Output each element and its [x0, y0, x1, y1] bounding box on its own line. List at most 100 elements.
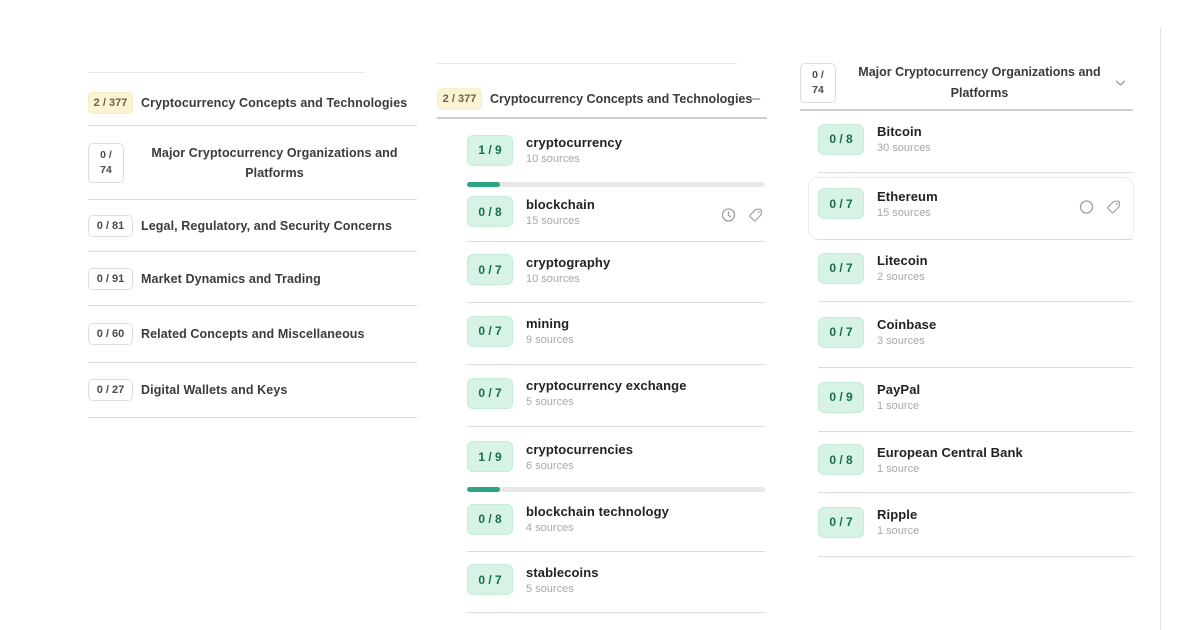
topic-sources: 1 source: [877, 400, 920, 412]
topic-row-content: 0 / 7 Coinbase 3 sources: [800, 302, 1133, 362]
category-label: Major Cryptocurrency Organizations and P…: [151, 145, 398, 180]
panel-header-major-orgs[interactable]: 0 / 74 Major Cryptocurrency Organization…: [800, 56, 1133, 111]
panel-title: Cryptocurrency Concepts and Technologies: [490, 91, 753, 106]
category-row-legal-security[interactable]: 0 / 81 Legal, Regulatory, and Security C…: [88, 200, 417, 252]
topic-row-cryptocurrency-exchange[interactable]: 0 / 7 cryptocurrency exchange 5 sources: [437, 365, 767, 427]
topic-row-content: 0 / 8 Bitcoin 30 sources: [800, 111, 1133, 167]
divider: [818, 239, 1133, 240]
topic-sources: 3 sources: [877, 335, 925, 347]
count-denominator: 74: [100, 163, 112, 176]
count-badge: 0 / 7: [467, 315, 513, 347]
topic-row-cryptography[interactable]: 0 / 7 cryptography 10 sources: [437, 242, 767, 303]
topic-text: Coinbase 3 sources: [877, 317, 936, 347]
count-badge: 0 / 7: [467, 254, 513, 285]
progress-bar-fill: [467, 182, 500, 187]
count-badge: 2 / 377: [437, 87, 482, 110]
topic-sources: 9 sources: [526, 334, 574, 346]
topic-title: cryptocurrency exchange: [526, 378, 687, 393]
topic-row-mining[interactable]: 0 / 7 mining 9 sources: [437, 303, 767, 365]
count-badge: 0 / 60: [88, 323, 133, 345]
divider: [437, 63, 737, 64]
count-badge: 0 / 8: [818, 444, 864, 475]
topic-row-content: 0 / 7 Ethereum 15 sources: [800, 173, 1133, 234]
divider: [467, 551, 765, 552]
topic-row-stablecoins[interactable]: 0 / 7 stablecoins 5 sources: [437, 552, 767, 613]
topic-row-ripple[interactable]: 0 / 7 Ripple 1 source: [800, 493, 1133, 557]
topic-text: cryptocurrency exchange 5 sources: [526, 378, 687, 408]
topic-sources: 30 sources: [877, 142, 931, 154]
count-badge: 0 / 74: [800, 62, 836, 103]
topic-row-content: 0 / 7 mining 9 sources: [437, 303, 767, 359]
divider: [818, 431, 1133, 432]
topic-text: Ripple 1 source: [877, 507, 919, 537]
panel-right-border: [1160, 28, 1161, 630]
clock-icon[interactable]: [721, 207, 736, 222]
topic-row-ethereum[interactable]: 0 / 7 Ethereum 15 sources: [800, 173, 1134, 240]
progress-bar-fill: [467, 487, 500, 492]
count-badge: 0 / 7: [818, 188, 864, 219]
panel-header-crypto-concepts[interactable]: 2 / 377 Cryptocurrency Concepts and Tech…: [437, 80, 767, 119]
topic-row-litecoin[interactable]: 0 / 7 Litecoin 2 sources: [800, 240, 1133, 302]
category-list-panel: 2 / 377 Cryptocurrency Concepts and Tech…: [88, 80, 417, 418]
topic-text: mining 9 sources: [526, 316, 574, 346]
count-badge: 1 / 9: [467, 441, 513, 472]
category-row-market-dynamics[interactable]: 0 / 91 Market Dynamics and Trading: [88, 252, 417, 306]
category-label: Cryptocurrency Concepts and Technologies: [141, 95, 408, 110]
topic-sources: 10 sources: [526, 272, 580, 285]
topic-title: stablecoins: [526, 564, 599, 580]
topic-title: Ripple: [877, 507, 918, 522]
topic-sources: 5 sources: [526, 396, 574, 408]
category-label: Market Dynamics and Trading: [141, 271, 321, 286]
category-row-digital-wallets[interactable]: 0 / 27 Digital Wallets and Keys: [88, 363, 417, 418]
category-label: Related Concepts and Miscellaneous: [141, 327, 365, 341]
topic-row-content: 0 / 7 cryptography 10 sources: [437, 242, 767, 297]
tag-icon[interactable]: [1106, 199, 1121, 214]
divider: [818, 367, 1133, 368]
panel-title: Major Cryptocurrency Organizations and P…: [858, 64, 1101, 100]
topic-row-cryptocurrencies[interactable]: 1 / 9 cryptocurrencies 6 sources: [437, 427, 767, 492]
topic-row-coinbase[interactable]: 0 / 7 Coinbase 3 sources: [800, 302, 1133, 368]
topic-text: Litecoin 2 sources: [877, 253, 928, 283]
tag-icon[interactable]: [748, 207, 763, 222]
topic-row-blockchain-technology[interactable]: 0 / 8 blockchain technology 4 sources: [437, 492, 767, 552]
topic-text: Ethereum 15 sources: [877, 189, 938, 219]
crypto-concepts-panel: 2 / 377 Cryptocurrency Concepts and Tech…: [437, 80, 767, 613]
divider: [818, 492, 1133, 493]
count-badge: 0 / 7: [467, 377, 513, 409]
topic-row-cryptocurrency[interactable]: 1 / 9 cryptocurrency 10 sources: [437, 119, 767, 187]
count-badge: 0 / 81: [88, 214, 133, 237]
category-label: Digital Wallets and Keys: [141, 383, 288, 397]
topic-text: blockchain 15 sources: [526, 197, 595, 227]
topic-row-paypal[interactable]: 0 / 9 PayPal 1 source: [800, 368, 1133, 432]
topic-text: stablecoins 5 sources: [526, 565, 599, 595]
chevron-down-icon[interactable]: [1114, 76, 1127, 89]
topic-text: cryptography 10 sources: [526, 255, 610, 285]
category-label: Legal, Regulatory, and Security Concerns: [141, 218, 393, 233]
category-row-major-orgs[interactable]: 0 / 74 Major Cryptocurrency Organization…: [88, 126, 417, 200]
divider: [467, 302, 765, 303]
circle-icon[interactable]: [1079, 199, 1094, 214]
topic-row-blockchain[interactable]: 0 / 8 blockchain 15 sources: [437, 187, 767, 242]
topic-title: PayPal: [877, 382, 921, 397]
count-badge: 0 / 7: [818, 316, 864, 348]
minus-icon[interactable]: [749, 93, 761, 105]
topic-title: cryptocurrencies: [526, 441, 634, 457]
topic-row-actions: [721, 207, 763, 222]
topic-row-european-central-bank[interactable]: 0 / 8 European Central Bank 1 source: [800, 432, 1133, 493]
topic-text: blockchain technology 4 sources: [526, 504, 669, 534]
progress-bar: [467, 182, 765, 187]
category-row-related-concepts[interactable]: 0 / 60 Related Concepts and Miscellaneou…: [88, 306, 417, 363]
count-badge: 0 / 74: [88, 142, 124, 183]
category-row-crypto-concepts[interactable]: 2 / 377 Cryptocurrency Concepts and Tech…: [88, 80, 417, 126]
topic-title: cryptography: [526, 254, 611, 270]
count-badge: 0 / 7: [467, 564, 513, 595]
count-badge: 0 / 91: [88, 267, 133, 290]
topic-row-content: 1 / 9 cryptocurrency 10 sources: [437, 119, 767, 181]
count-badge: 0 / 7: [818, 506, 864, 538]
divider: [818, 172, 1133, 173]
count-numerator: 0 /: [812, 69, 824, 82]
topic-row-bitcoin[interactable]: 0 / 8 Bitcoin 30 sources: [800, 111, 1133, 173]
count-badge: 0 / 8: [467, 503, 513, 535]
topic-sources: 15 sources: [877, 206, 931, 219]
topic-title: Bitcoin: [877, 124, 922, 139]
